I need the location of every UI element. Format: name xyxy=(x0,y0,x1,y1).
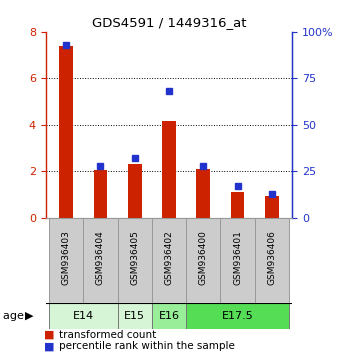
Text: GSM936404: GSM936404 xyxy=(96,230,105,285)
Bar xyxy=(265,196,279,218)
Text: percentile rank within the sample: percentile rank within the sample xyxy=(59,341,235,351)
Text: E16: E16 xyxy=(159,311,179,321)
FancyBboxPatch shape xyxy=(118,303,152,329)
Text: GDS4591 / 1449316_at: GDS4591 / 1449316_at xyxy=(92,16,246,29)
Bar xyxy=(162,121,176,218)
Text: GSM936405: GSM936405 xyxy=(130,230,139,285)
Text: GSM936403: GSM936403 xyxy=(62,230,71,285)
Text: E14: E14 xyxy=(73,311,94,321)
Text: ■: ■ xyxy=(44,330,54,339)
FancyBboxPatch shape xyxy=(255,218,289,303)
FancyBboxPatch shape xyxy=(220,218,255,303)
Text: E17.5: E17.5 xyxy=(222,311,254,321)
Bar xyxy=(128,164,142,218)
FancyBboxPatch shape xyxy=(49,303,118,329)
Text: age: age xyxy=(3,311,28,321)
FancyBboxPatch shape xyxy=(186,218,220,303)
Bar xyxy=(94,170,107,218)
Bar xyxy=(59,46,73,218)
Text: GSM936401: GSM936401 xyxy=(233,230,242,285)
Text: GSM936406: GSM936406 xyxy=(267,230,276,285)
FancyBboxPatch shape xyxy=(49,218,83,303)
Bar xyxy=(231,192,244,218)
Text: GSM936400: GSM936400 xyxy=(199,230,208,285)
Text: ▶: ▶ xyxy=(24,311,33,321)
Text: E15: E15 xyxy=(124,311,145,321)
Text: GSM936402: GSM936402 xyxy=(165,230,173,285)
Bar xyxy=(196,169,210,218)
FancyBboxPatch shape xyxy=(152,218,186,303)
FancyBboxPatch shape xyxy=(83,218,118,303)
FancyBboxPatch shape xyxy=(118,218,152,303)
Text: transformed count: transformed count xyxy=(59,330,156,339)
FancyBboxPatch shape xyxy=(186,303,289,329)
Text: ■: ■ xyxy=(44,341,54,351)
FancyBboxPatch shape xyxy=(152,303,186,329)
